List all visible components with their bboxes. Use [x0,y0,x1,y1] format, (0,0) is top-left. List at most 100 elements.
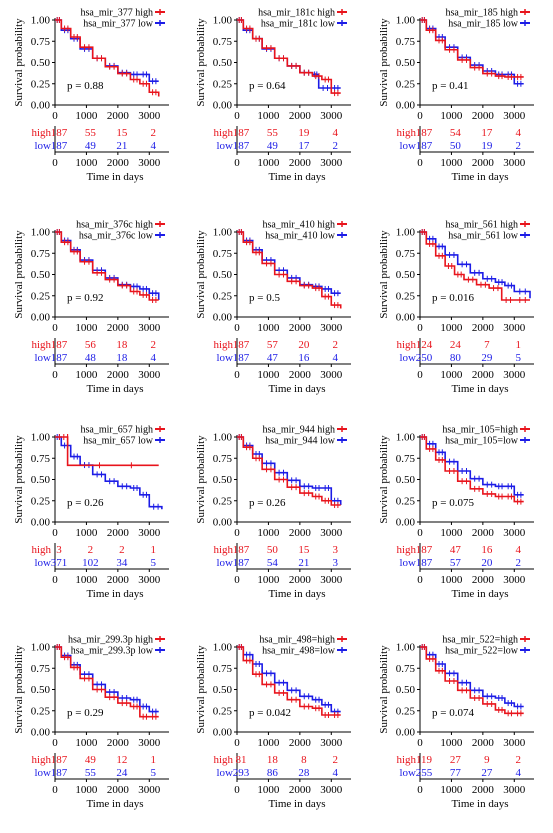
y-tick-label: 1.00 [31,432,51,444]
x-tick-label: 3000 [320,110,343,122]
y-tick-label: 1.00 [31,227,51,239]
risk-row-label: high [31,544,51,556]
x-tick-label: 1000 [257,322,280,334]
risk-count: 3 [333,544,339,556]
risk-count: 7 [484,339,490,351]
risk-row-label: low [400,767,417,779]
risk-count: 21 [298,557,309,569]
x-axis-label: Time in days [86,171,143,183]
risk-x-tick-label: 3000 [503,369,526,381]
legend-label: hsa_mir_561 high [446,220,519,231]
x-axis-label: Time in days [451,798,508,810]
km-curve-high [237,646,341,716]
km-curve-low [420,646,524,708]
km-panel-8: Survival probability 0.00 0.25 0.50 0.75 1.00… [195,425,351,600]
p-value: p = 0.29 [67,707,104,719]
y-tick-label: 0.75 [396,36,416,48]
y-tick-label: 0.75 [213,453,233,465]
km-panel-11: Survival probability 0.00 0.25 0.50 0.75 1.00… [195,635,351,810]
km-curve-low [420,436,524,496]
x-tick-label: 1000 [440,737,463,749]
y-tick-label: 0.25 [213,78,233,90]
risk-count: 50 [450,140,462,152]
y-tick-label: 0.75 [31,663,51,675]
risk-count: 255 [416,767,433,779]
km-curve-high [55,646,159,718]
y-tick-label: 0.50 [31,474,51,486]
risk-count: 2 [516,557,522,569]
legend-label: hsa_mir_185 low [448,19,518,30]
risk-count: 4 [151,140,157,152]
y-tick-label: 0.25 [213,705,233,717]
x-tick-label: 2000 [472,737,495,749]
risk-count: 124 [416,339,433,351]
risk-count: 28 [298,767,310,779]
y-axis-label: Survival probability [378,645,390,734]
risk-count: 2 [119,544,125,556]
risk-x-tick-label: 1000 [75,157,98,169]
x-tick-label: 0 [234,737,240,749]
y-tick-label: 1.00 [396,15,416,27]
risk-count: 2 [151,339,157,351]
x-tick-label: 0 [52,110,58,122]
risk-count: 187 [51,754,68,766]
risk-x-tick-label: 1000 [75,369,98,381]
risk-x-tick-label: 2000 [289,369,312,381]
risk-count: 24 [450,339,462,351]
risk-count: 187 [51,339,68,351]
risk-count: 2 [516,140,522,152]
x-tick-label: 0 [234,110,240,122]
legend-label: hsa_mir_181c high [258,8,335,19]
risk-count: 15 [298,544,310,556]
risk-x-tick-label: 1000 [75,574,98,586]
y-axis-label: Survival probability [195,435,207,524]
km-curve-high [420,436,524,503]
km-panel-1: Survival probability 0.00 0.25 0.50 0.75 1.00… [13,8,169,183]
risk-row-label: low [35,140,52,152]
risk-x-tick-label: 0 [234,157,240,169]
risk-row-label: high [213,127,233,139]
risk-x-tick-label: 2000 [107,574,130,586]
risk-count: 48 [85,352,97,364]
y-tick-label: 0.25 [396,705,416,717]
risk-count: 119 [416,754,433,766]
risk-count: 187 [233,127,250,139]
y-tick-label: 0.00 [396,312,416,324]
p-value: p = 0.5 [249,292,280,304]
risk-row-label: low [400,352,417,364]
km-curve-low [420,19,524,85]
risk-count: 187 [416,557,433,569]
x-tick-label: 0 [52,737,58,749]
risk-x-tick-label: 1000 [257,784,280,796]
legend-label: hsa_mir_657 low [83,436,153,447]
risk-x-tick-label: 1000 [75,784,98,796]
y-tick-label: 1.00 [213,227,233,239]
p-value: p = 0.074 [432,707,474,719]
risk-x-tick-label: 0 [52,784,58,796]
y-axis-label: Survival probability [13,645,25,734]
y-axis-label: Survival probability [13,435,25,524]
x-tick-label: 2000 [289,737,312,749]
y-tick-label: 0.00 [213,312,233,324]
risk-x-tick-label: 3000 [320,784,343,796]
x-axis-label: Time in days [86,383,143,395]
risk-row-label: low [35,352,52,364]
risk-x-tick-label: 2000 [289,574,312,586]
risk-count: 1 [516,339,522,351]
risk-count: 19 [298,127,310,139]
x-tick-label: 3000 [503,527,526,539]
x-tick-label: 1000 [440,110,463,122]
risk-count: 4 [516,767,522,779]
km-panel-9: Survival probability 0.00 0.25 0.50 0.75 1.00… [378,425,534,600]
risk-x-tick-label: 0 [417,784,423,796]
risk-count: 293 [233,767,250,779]
risk-x-tick-label: 0 [52,157,58,169]
legend-label: hsa_mir_498=high [259,635,335,646]
x-tick-label: 1000 [75,527,98,539]
legend-label: hsa_mir_185 high [446,8,519,19]
legend-label: hsa_mir_944 high [263,425,336,436]
risk-count: 24 [116,767,128,779]
risk-count: 3 [56,544,62,556]
risk-count: 55 [267,127,279,139]
risk-count: 187 [233,352,250,364]
